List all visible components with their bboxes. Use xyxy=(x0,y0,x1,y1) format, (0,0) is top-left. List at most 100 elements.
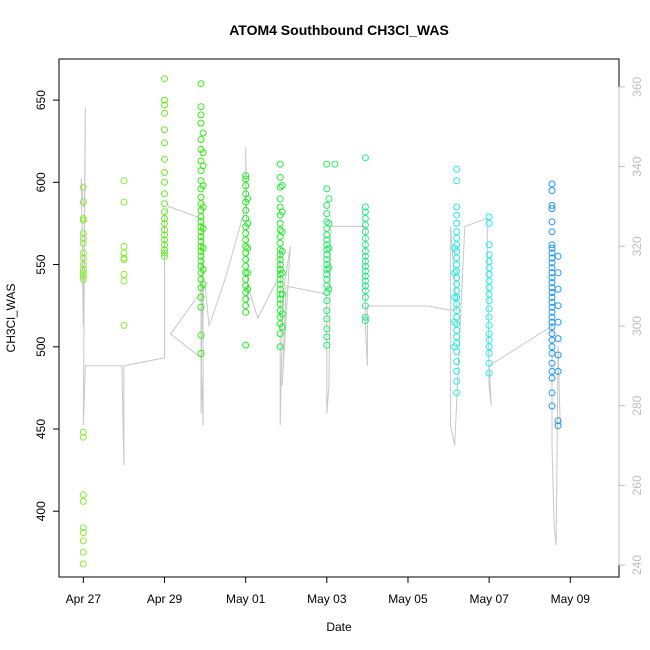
data-point xyxy=(485,369,493,377)
y2-axis: 240 260 280 300 320 340 360 xyxy=(618,77,644,575)
data-point xyxy=(548,359,556,367)
data-point xyxy=(361,317,369,324)
data-point xyxy=(323,246,331,254)
data-point xyxy=(276,280,284,288)
data-point xyxy=(361,154,369,162)
data-point xyxy=(79,229,87,237)
data-point xyxy=(361,302,369,310)
data-point xyxy=(276,160,284,168)
data-point xyxy=(554,318,562,326)
data-point xyxy=(485,305,493,313)
data-point xyxy=(485,241,493,249)
data-point xyxy=(451,343,459,351)
data-point xyxy=(361,234,369,242)
data-point xyxy=(120,270,128,278)
data-point xyxy=(323,266,331,273)
data-point xyxy=(361,221,369,229)
data-point xyxy=(485,313,493,321)
y-axis-label: CH3Cl_WAS xyxy=(4,284,18,353)
data-point xyxy=(548,279,556,287)
data-point xyxy=(276,219,284,227)
data-point xyxy=(79,529,87,537)
data-point xyxy=(554,269,562,277)
data-point xyxy=(197,252,205,260)
data-point xyxy=(453,367,461,375)
data-point xyxy=(485,257,493,265)
data-point xyxy=(199,224,207,232)
data-point xyxy=(79,275,87,283)
data-point xyxy=(451,244,459,252)
data-point xyxy=(485,330,493,338)
x-tick-label: May 01 xyxy=(226,592,266,606)
data-point xyxy=(79,433,87,441)
data-point xyxy=(79,524,87,532)
y-tick-label: 450 xyxy=(34,419,48,439)
y2-tick-label: 360 xyxy=(630,77,644,97)
y-tick-label: 600 xyxy=(34,172,48,192)
data-point xyxy=(325,244,333,252)
data-point xyxy=(453,377,461,385)
data-point xyxy=(244,269,252,277)
data-point xyxy=(331,160,339,168)
data-point xyxy=(79,491,87,499)
data-point xyxy=(197,238,205,245)
data-point xyxy=(79,269,87,277)
data-point xyxy=(278,269,286,277)
data-point xyxy=(276,300,284,308)
data-point xyxy=(323,185,331,193)
data-point xyxy=(79,239,87,247)
data-point xyxy=(361,247,369,255)
data-point xyxy=(161,236,168,244)
data-point xyxy=(485,219,493,227)
data-point xyxy=(323,251,331,259)
data-point xyxy=(451,293,459,301)
y2-tick-label: 260 xyxy=(630,475,644,495)
data-point xyxy=(161,126,168,134)
data-point xyxy=(361,262,369,270)
data-point xyxy=(548,298,556,306)
data-point xyxy=(554,285,562,293)
data-point xyxy=(548,205,556,213)
data-point xyxy=(161,249,168,257)
data-point xyxy=(485,213,493,221)
x-tick-label: Apr 29 xyxy=(147,592,183,606)
data-point xyxy=(79,261,87,269)
data-point xyxy=(278,310,286,318)
data-point xyxy=(161,96,168,104)
data-point xyxy=(548,218,556,226)
data-point xyxy=(323,256,331,264)
data-point xyxy=(161,139,168,147)
data-point xyxy=(197,303,205,311)
data-point xyxy=(197,223,205,231)
y2-tick-label: 340 xyxy=(630,156,644,176)
data-point xyxy=(197,111,205,119)
data-point xyxy=(548,249,556,257)
data-point xyxy=(554,351,562,359)
data-point xyxy=(548,254,556,262)
data-point xyxy=(161,200,168,208)
data-point xyxy=(453,254,461,262)
data-point xyxy=(453,358,461,366)
data-point xyxy=(79,266,87,273)
data-point xyxy=(453,333,461,341)
data-point xyxy=(120,256,128,264)
data-point xyxy=(79,234,87,242)
y2-tick-label: 240 xyxy=(630,555,644,575)
x-tick-label: May 07 xyxy=(469,592,509,606)
data-point xyxy=(242,262,250,270)
data-point xyxy=(361,282,369,290)
data-point xyxy=(548,180,556,188)
x-tick-label: May 03 xyxy=(307,592,347,606)
data-point xyxy=(361,241,369,249)
data-point xyxy=(276,173,284,181)
data-point xyxy=(79,254,87,262)
data-point xyxy=(361,267,369,275)
data-point xyxy=(548,244,556,252)
data-point xyxy=(161,241,168,249)
data-point xyxy=(485,321,493,329)
data-point xyxy=(244,244,252,252)
data-point xyxy=(79,560,87,568)
y-tick-label: 500 xyxy=(34,336,48,356)
data-point xyxy=(554,422,562,430)
data-point xyxy=(361,293,369,301)
